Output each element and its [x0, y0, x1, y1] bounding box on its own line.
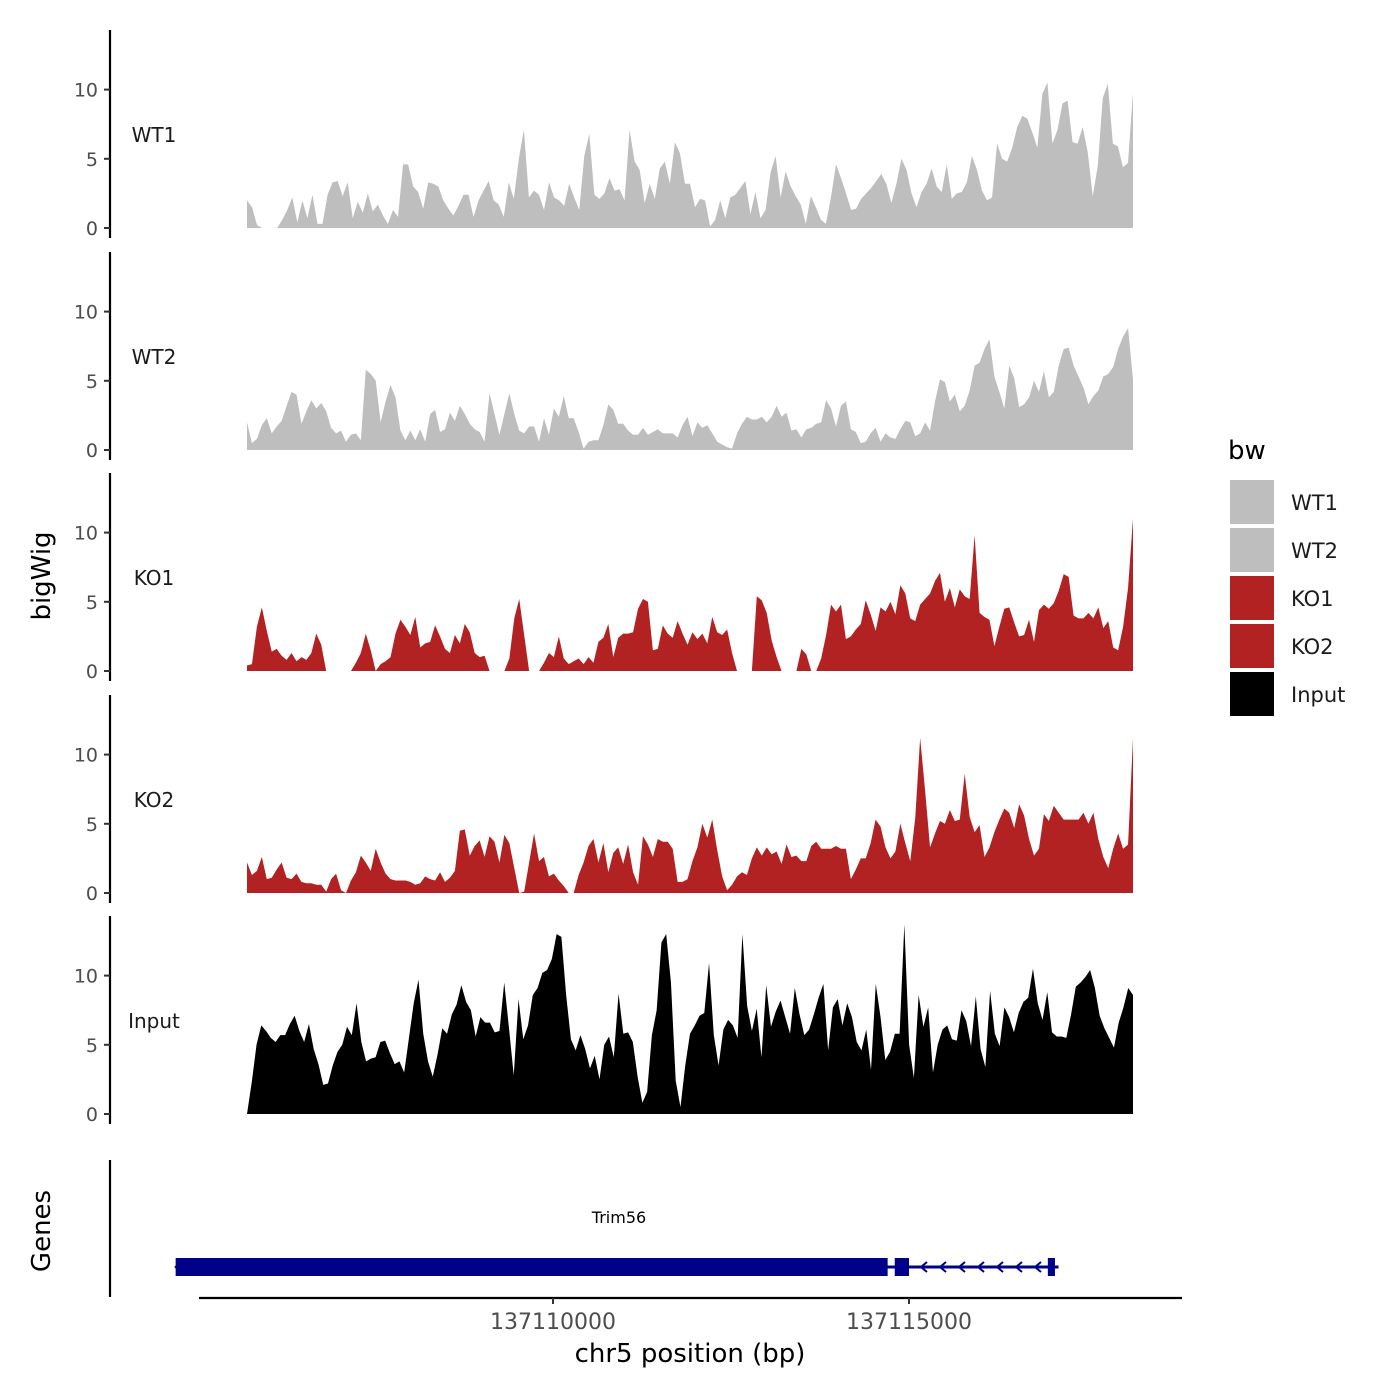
strand-arrow — [1014, 1261, 1023, 1273]
legend-label-ko1: KO1 — [1291, 587, 1334, 611]
y-tick-label: 0 — [86, 1104, 98, 1126]
legend-title: bw — [1228, 436, 1266, 466]
legend-swatch-ko1 — [1230, 576, 1274, 620]
y-axis-title: bigWig — [27, 531, 57, 620]
gene-name-label: Trim56 — [591, 1208, 646, 1227]
y-tick-label: 0 — [86, 440, 98, 462]
area-wt1 — [247, 82, 1133, 228]
signal-tracks: 0 5 10 WT1 0 5 10 WT2 0 5 10 KO1 0 5 10 KO2 0 5 10 Input — [74, 30, 1133, 1126]
area-wt2 — [247, 328, 1133, 450]
legend: bw WT1 WT2 KO1 KO2 Input — [1228, 436, 1345, 716]
legend-label-wt1: WT1 — [1291, 491, 1338, 515]
y-tick-label: 10 — [74, 745, 98, 767]
strand-arrow — [1033, 1261, 1042, 1273]
strand-arrow — [919, 1261, 928, 1273]
legend-swatch-wt1 — [1230, 480, 1274, 524]
track-ko2: 0 5 10 KO2 — [74, 695, 1133, 905]
y-tick-label: 0 — [86, 883, 98, 905]
gene-exon — [1047, 1258, 1055, 1276]
gene-track: Trim56 — [108, 1160, 1059, 1297]
legend-swatch-input — [1230, 672, 1274, 716]
strand-arrow — [976, 1261, 985, 1273]
y-tick-label: 5 — [86, 1035, 98, 1057]
legend-label-ko2: KO2 — [1291, 635, 1334, 659]
track-input: 0 5 10 Input — [74, 916, 1133, 1126]
legend-label-wt2: WT2 — [1291, 539, 1338, 563]
y-tick-label: 10 — [74, 966, 98, 988]
strand-arrow — [174, 1260, 182, 1274]
gene-exon — [894, 1258, 909, 1276]
y-tick-label: 0 — [86, 218, 98, 240]
y-tick-label: 0 — [86, 661, 98, 683]
x-axis-title: chr5 position (bp) — [575, 1339, 806, 1369]
y-tick-label: 5 — [86, 371, 98, 393]
y-tick-label: 5 — [86, 149, 98, 171]
strand-arrow — [957, 1261, 966, 1273]
track-label-ko1: KO1 — [134, 566, 175, 590]
x-axis: 137110000 137115000 — [199, 1296, 1182, 1335]
area-ko1 — [247, 518, 1133, 671]
track-label-input: Input — [128, 1009, 180, 1033]
strand-arrow — [938, 1261, 947, 1273]
track-label-wt2: WT2 — [132, 345, 177, 369]
legend-swatch-ko2 — [1230, 624, 1274, 668]
track-ko1: 0 5 10 KO1 — [74, 473, 1133, 683]
track-label-wt1: WT1 — [132, 123, 177, 147]
track-label-ko2: KO2 — [134, 788, 175, 812]
strand-arrow — [995, 1261, 1004, 1273]
genes-track-title: Genes — [27, 1190, 57, 1272]
track-wt2: 0 5 10 WT2 — [74, 252, 1133, 462]
area-ko2 — [247, 737, 1133, 893]
y-tick-label: 5 — [86, 592, 98, 614]
x-tick-label: 137115000 — [846, 1310, 972, 1335]
legend-label-input: Input — [1291, 683, 1345, 707]
track-wt1: 0 5 10 WT1 — [74, 30, 1133, 240]
y-tick-label: 10 — [74, 80, 98, 102]
x-tick-label: 137110000 — [490, 1310, 616, 1335]
gene-exon — [175, 1258, 888, 1276]
y-tick-label: 5 — [86, 814, 98, 836]
y-tick-label: 10 — [74, 302, 98, 324]
y-tick-label: 10 — [74, 523, 98, 545]
area-input — [247, 924, 1133, 1114]
legend-swatch-wt2 — [1230, 528, 1274, 572]
